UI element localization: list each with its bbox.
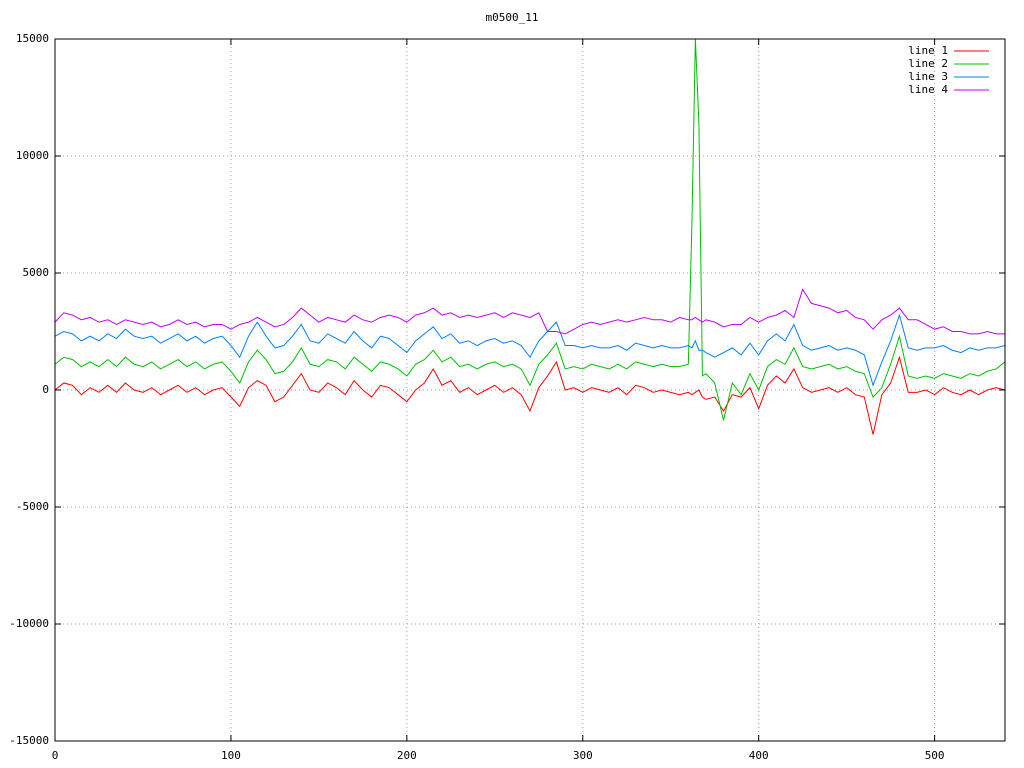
- grid-layer: [54, 38, 1005, 742]
- chart-title: m0500_11: [486, 11, 539, 24]
- legend-label: line 4: [908, 83, 948, 96]
- data-line: [55, 288, 1005, 335]
- y-tick-label: 5000: [23, 266, 50, 279]
- x-tick-label: 500: [925, 749, 945, 762]
- data-line: [55, 39, 1005, 421]
- legend-label: line 1: [908, 44, 948, 57]
- x-tick-label: 0: [52, 749, 59, 762]
- y-tick-label: -5000: [16, 500, 49, 513]
- data-line: [55, 313, 1005, 387]
- y-tick-label: -10000: [9, 617, 49, 630]
- legend-label: line 2: [908, 57, 948, 70]
- x-tick-label: 300: [573, 749, 593, 762]
- data-line: [55, 355, 1005, 435]
- x-tick-label: 200: [397, 749, 417, 762]
- y-tick-label: -15000: [9, 734, 49, 747]
- plot-border: [54, 38, 1006, 742]
- y-tick-label: 10000: [16, 149, 49, 162]
- y-tick-label: 0: [42, 383, 49, 396]
- y-tick-label: 15000: [16, 32, 49, 45]
- line-layer: [55, 39, 1005, 435]
- x-tick-label: 400: [749, 749, 769, 762]
- x-tick-label: 100: [221, 749, 241, 762]
- legend-label: line 3: [908, 70, 948, 83]
